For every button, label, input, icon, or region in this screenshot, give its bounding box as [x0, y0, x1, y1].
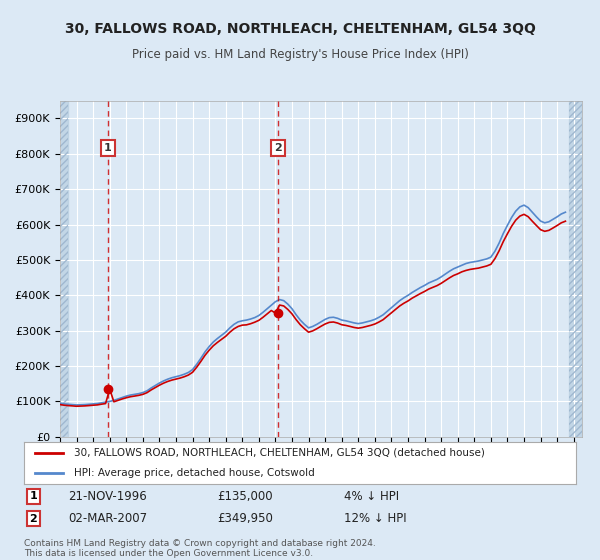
- Text: Contains HM Land Registry data © Crown copyright and database right 2024.: Contains HM Land Registry data © Crown c…: [24, 539, 376, 548]
- Text: HPI: Average price, detached house, Cotswold: HPI: Average price, detached house, Cots…: [74, 468, 314, 478]
- Text: £135,000: £135,000: [217, 490, 273, 503]
- Text: This data is licensed under the Open Government Licence v3.0.: This data is licensed under the Open Gov…: [24, 549, 313, 558]
- Bar: [569, 101, 582, 437]
- Text: £349,950: £349,950: [217, 512, 273, 525]
- Text: 4% ↓ HPI: 4% ↓ HPI: [344, 490, 399, 503]
- Bar: [60, 101, 68, 437]
- Text: 2: 2: [274, 143, 282, 153]
- Bar: [60, 101, 68, 437]
- Text: 30, FALLOWS ROAD, NORTHLEACH, CHELTENHAM, GL54 3QQ (detached house): 30, FALLOWS ROAD, NORTHLEACH, CHELTENHAM…: [74, 448, 485, 458]
- Text: 21-NOV-1996: 21-NOV-1996: [68, 490, 147, 503]
- Text: Price paid vs. HM Land Registry's House Price Index (HPI): Price paid vs. HM Land Registry's House …: [131, 48, 469, 60]
- Text: 12% ↓ HPI: 12% ↓ HPI: [344, 512, 407, 525]
- Text: 02-MAR-2007: 02-MAR-2007: [68, 512, 147, 525]
- Text: 1: 1: [29, 492, 37, 501]
- Text: 2: 2: [29, 514, 37, 524]
- Bar: [569, 101, 582, 437]
- Text: 30, FALLOWS ROAD, NORTHLEACH, CHELTENHAM, GL54 3QQ: 30, FALLOWS ROAD, NORTHLEACH, CHELTENHAM…: [65, 22, 535, 36]
- Text: 1: 1: [104, 143, 112, 153]
